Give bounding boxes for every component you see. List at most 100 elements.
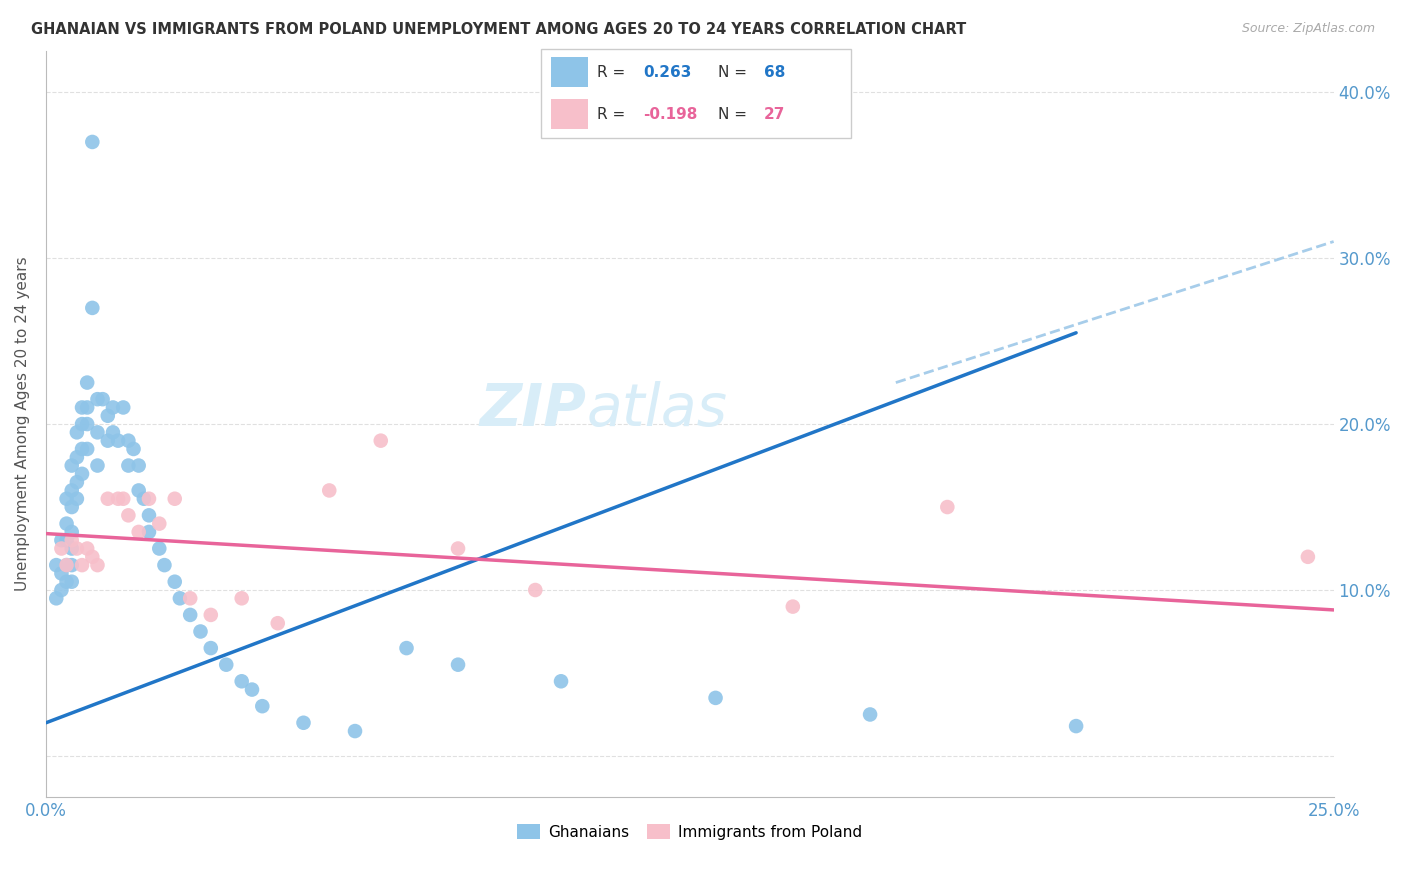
Point (45, 591, 67, 606)
Point (112, 401, 135, 415)
Point (55, 491, 77, 506)
Text: GHANAIAN VS IMMIGRANTS FROM POLAND UNEMPLOYMENT AMONG AGES 20 TO 24 YEARS CORREL: GHANAIAN VS IMMIGRANTS FROM POLAND UNEMP… (31, 22, 966, 37)
Text: N =: N = (717, 65, 751, 79)
Bar (551, 57, 588, 87)
Point (82, 549, 104, 564)
Point (45, 558, 67, 573)
Point (782, 599, 804, 614)
Point (76, 442, 98, 456)
Point (122, 442, 145, 456)
Point (86, 558, 108, 573)
Text: N =: N = (717, 107, 751, 121)
Point (138, 508, 160, 523)
Point (163, 491, 186, 506)
Point (936, 500, 959, 514)
Text: R =: R = (598, 107, 630, 121)
Point (70, 467, 93, 481)
Point (128, 524, 150, 539)
Point (138, 524, 160, 539)
Point (117, 458, 139, 473)
Point (97, 409, 120, 423)
Text: 0.263: 0.263 (644, 65, 692, 79)
Point (76, 376, 98, 390)
Point (91, 392, 114, 407)
Text: atlas: atlas (586, 381, 728, 438)
Y-axis label: Unemployment Among Ages 20 to 24 years: Unemployment Among Ages 20 to 24 years (15, 257, 30, 591)
Point (60, 558, 83, 573)
Point (231, 591, 253, 606)
Text: 27: 27 (763, 107, 786, 121)
Point (215, 657, 238, 672)
Point (76, 401, 98, 415)
Point (97, 434, 120, 448)
Point (117, 434, 139, 448)
Point (86, 392, 108, 407)
Point (138, 491, 160, 506)
Point (153, 558, 176, 573)
Point (70, 558, 93, 573)
Point (51, 566, 73, 581)
Point (55, 516, 77, 531)
Point (169, 591, 191, 606)
Point (70, 442, 93, 456)
Point (190, 624, 212, 639)
Point (370, 434, 392, 448)
Text: R =: R = (598, 65, 630, 79)
Text: 68: 68 (763, 65, 786, 79)
Point (51, 541, 73, 556)
Point (60, 524, 83, 539)
Point (60, 541, 83, 556)
Point (70, 401, 93, 415)
Point (148, 516, 170, 531)
Point (60, 483, 83, 498)
Point (101, 425, 124, 440)
Point (55, 558, 77, 573)
Point (66, 491, 89, 506)
Point (51, 582, 73, 597)
Point (179, 591, 201, 606)
Point (76, 541, 98, 556)
Point (267, 616, 290, 631)
Point (66, 450, 89, 465)
Point (1296, 549, 1319, 564)
Point (107, 491, 129, 506)
Point (524, 582, 547, 597)
FancyBboxPatch shape (541, 49, 851, 138)
Point (60, 458, 83, 473)
Bar (551, 99, 588, 129)
Text: -0.198: -0.198 (644, 107, 697, 121)
Point (343, 724, 366, 739)
Point (318, 483, 340, 498)
Point (859, 707, 882, 722)
Point (148, 541, 170, 556)
Point (66, 425, 89, 440)
Point (117, 508, 139, 523)
Point (101, 401, 124, 415)
Point (550, 674, 572, 689)
Point (132, 491, 155, 506)
Point (97, 491, 120, 506)
Text: ZIP: ZIP (479, 381, 586, 438)
Point (60, 500, 83, 514)
Point (82, 301, 104, 315)
Point (447, 541, 470, 556)
Point (163, 574, 186, 589)
Point (200, 641, 222, 656)
Legend: Ghanaians, Immigrants from Poland: Ghanaians, Immigrants from Poland (512, 818, 869, 846)
Point (240, 682, 263, 697)
Point (60, 533, 83, 548)
Point (66, 475, 89, 490)
Point (447, 657, 470, 672)
Point (179, 607, 201, 622)
Point (292, 715, 315, 730)
Point (128, 458, 150, 473)
Point (76, 417, 98, 431)
Point (55, 533, 77, 548)
Point (231, 674, 253, 689)
Point (60, 574, 83, 589)
Point (55, 574, 77, 589)
Point (51, 533, 73, 548)
Point (252, 699, 274, 714)
Point (704, 690, 727, 705)
Point (55, 558, 77, 573)
